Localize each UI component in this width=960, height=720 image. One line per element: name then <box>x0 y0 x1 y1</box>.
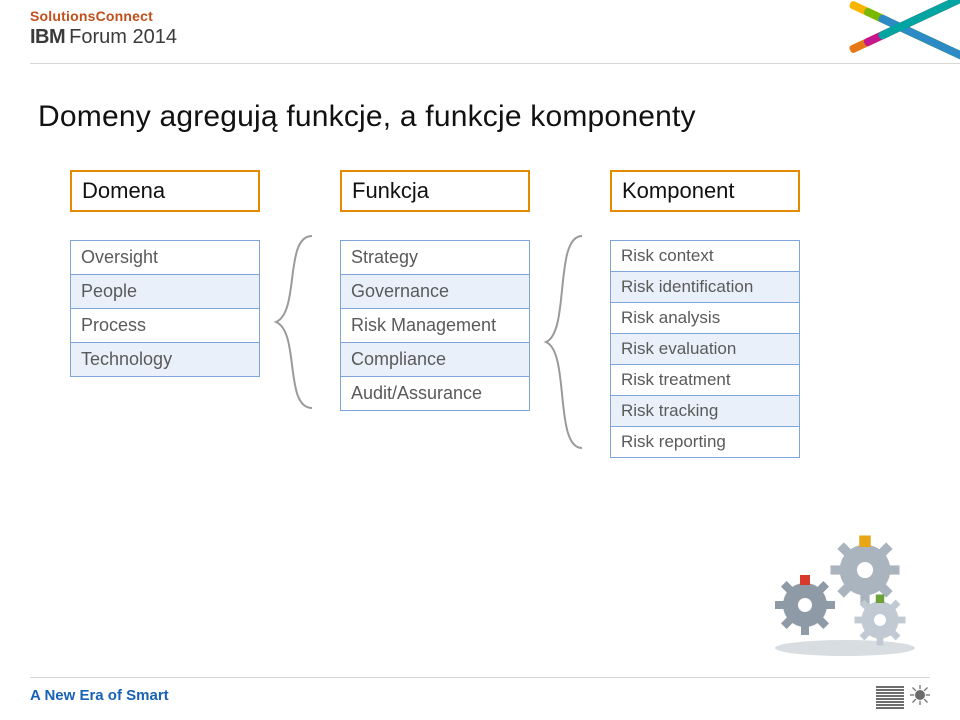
forum-year: Forum 2014 <box>69 26 177 48</box>
footer-logos <box>876 685 930 710</box>
cell: Risk context <box>611 241 799 271</box>
diagram: Domena Oversight People Process Technolo… <box>70 170 890 520</box>
cell: Risk reporting <box>611 426 799 457</box>
cell: Risk identification <box>611 271 799 302</box>
header-branding: SolutionsConnect IBMForum 2014 <box>30 8 177 49</box>
header-divider <box>30 63 960 64</box>
cell: Compliance <box>341 342 529 376</box>
solutionsconnect-label: SolutionsConnect <box>30 8 177 24</box>
stack-domena: Oversight People Process Technology <box>70 240 260 377</box>
brace-icon <box>542 232 598 452</box>
cell: Risk Management <box>341 308 529 342</box>
ibm-forum-line: IBMForum 2014 <box>30 26 177 49</box>
cell: Risk treatment <box>611 364 799 395</box>
ibm-logo-icon <box>876 686 904 709</box>
cell: Risk evaluation <box>611 333 799 364</box>
cell: Oversight <box>71 241 259 274</box>
brace-icon <box>272 232 328 412</box>
cell: Process <box>71 308 259 342</box>
gears-icon <box>750 510 930 660</box>
cell: Strategy <box>341 241 529 274</box>
cell: Audit/Assurance <box>341 376 529 410</box>
header: SolutionsConnect IBMForum 2014 <box>0 0 960 70</box>
header-komponent: Komponent <box>610 170 800 212</box>
column-funkcja: Funkcja Strategy Governance Risk Managem… <box>340 170 530 411</box>
cell: Technology <box>71 342 259 376</box>
cell: Risk tracking <box>611 395 799 426</box>
cell: Governance <box>341 274 529 308</box>
page-title: Domeny agregują funkcje, a funkcje kompo… <box>38 100 696 134</box>
column-komponent: Komponent Risk context Risk identificati… <box>610 170 800 458</box>
cell: People <box>71 274 259 308</box>
header-funkcja: Funkcja <box>340 170 530 212</box>
stack-komponent: Risk context Risk identification Risk an… <box>610 240 800 458</box>
header-domena: Domena <box>70 170 260 212</box>
chevron-icon <box>840 0 960 62</box>
smarter-planet-icon <box>910 685 930 710</box>
footer-divider <box>30 677 930 678</box>
ibm-word: IBM <box>30 26 65 48</box>
slide: SolutionsConnect IBMForum 2014 Domeny ag… <box>0 0 960 720</box>
footer-tagline: A New Era of Smart <box>30 687 169 704</box>
cell: Risk analysis <box>611 302 799 333</box>
stack-funkcja: Strategy Governance Risk Management Comp… <box>340 240 530 411</box>
column-domena: Domena Oversight People Process Technolo… <box>70 170 260 377</box>
